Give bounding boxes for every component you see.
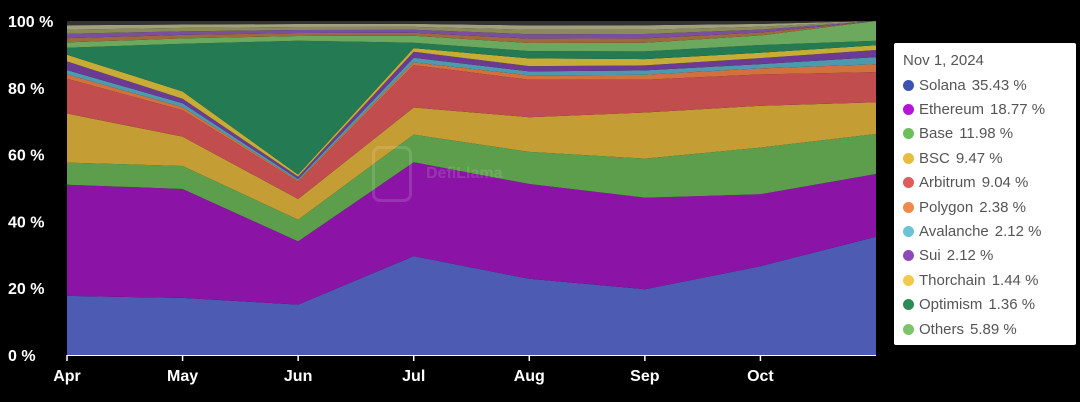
tooltip-series-value: 2.12 % — [994, 223, 1042, 241]
series-dot-icon — [903, 250, 914, 262]
series-dot-icon — [903, 274, 914, 286]
tooltip-rows: Solana 35.43 % Ethereum 18.77 % Base 11.98 % B… — [903, 73, 1076, 341]
tooltip-series-value: 5.89 % — [970, 320, 1017, 338]
tooltip-row: Polygon 2.38 % — [903, 195, 1076, 219]
tooltip-series-value: 2.12 % — [946, 247, 994, 265]
y-tick-label: 40 % — [8, 214, 44, 231]
area-solana — [67, 236, 876, 355]
tooltip-series-name: Base — [919, 125, 954, 143]
tooltip-series-name: Arbitrum — [919, 174, 976, 192]
x-tick-label: May — [167, 368, 198, 385]
defillama-watermark: DefiLlama — [372, 146, 502, 202]
tooltip-row: Thorchain 1.44 % — [903, 268, 1076, 292]
tooltip-series-value: 1.36 % — [988, 296, 1036, 314]
tooltip-series-name: Ethereum — [919, 101, 985, 119]
tooltip-row: Base 11.98 % — [903, 122, 1076, 146]
tooltip-series-name: Thorchain — [919, 271, 986, 289]
series-dot-icon — [903, 299, 914, 311]
series-dot-icon — [903, 79, 914, 91]
area-minor-chain — [67, 21, 876, 43]
series-dot-icon — [903, 152, 914, 164]
x-axis: Apr May Jun Jul Aug Sep Oct — [53, 355, 876, 385]
tooltip-series-value: 18.77 % — [990, 101, 1046, 119]
area-minor-chain — [67, 21, 876, 30]
tooltip-row: Solana 35.43 % — [903, 73, 1076, 97]
tooltip-series-value: 1.44 % — [991, 271, 1039, 289]
watermark-text: DefiLlama — [426, 165, 503, 182]
y-tick-label: 20 % — [8, 281, 44, 298]
x-tick-label: Aug — [514, 368, 545, 385]
area-bsc — [67, 102, 876, 220]
tooltip-row: Optimism 1.36 % — [903, 293, 1076, 317]
tooltip-series-value: 9.04 % — [981, 174, 1029, 192]
series-dot-icon — [903, 177, 914, 189]
tooltip-series-value: 35.43 % — [971, 76, 1027, 94]
x-tick-label: Sep — [630, 368, 660, 385]
tooltip-series-name: BSC — [919, 149, 950, 167]
area-minor-chain — [67, 21, 876, 35]
defillama-logo-icon — [372, 146, 412, 202]
area-others — [67, 21, 876, 52]
series-dot-icon — [903, 226, 914, 238]
tooltip-row: Ethereum 18.77 % — [903, 97, 1076, 121]
tooltip-series-value: 2.38 % — [979, 198, 1026, 216]
area-minor-chain — [67, 21, 876, 39]
tooltip-series-name: Optimism — [919, 296, 983, 314]
y-axis: 0 % 20 % 40 % 60 % 80 % 100 % — [8, 14, 53, 365]
tooltip-series-name: Solana — [919, 76, 966, 94]
x-tick-label: Jul — [402, 368, 425, 385]
area-minor-chain — [67, 21, 876, 26]
tooltip-series-name: Avalanche — [919, 223, 989, 241]
tooltip-row: Others 5.89 % — [903, 317, 1076, 341]
series-dot-icon — [903, 323, 914, 335]
area-ethereum — [67, 162, 876, 305]
y-tick-label: 60 % — [8, 148, 44, 165]
area-arbitrum — [67, 65, 876, 199]
tooltip-row: BSC 9.47 % — [903, 146, 1076, 170]
area-layers — [67, 21, 876, 355]
series-dot-icon — [903, 201, 914, 213]
x-tick-label: Jun — [284, 368, 312, 385]
y-tick-label: 80 % — [8, 81, 44, 98]
y-tick-label: 100 % — [8, 14, 53, 31]
chart-tooltip: Nov 1, 2024 Solana 35.43 % Ethereum 18.77 %… — [894, 43, 1076, 345]
tooltip-row: Sui 2.12 % — [903, 244, 1076, 268]
x-tick-label: Apr — [53, 368, 81, 385]
area-base — [67, 134, 876, 242]
tooltip-series-name: Polygon — [919, 198, 974, 216]
tooltip-series-name: Sui — [919, 247, 941, 265]
tooltip-series-value: 11.98 % — [959, 125, 1014, 143]
tooltip-row: Avalanche 2.12 % — [903, 219, 1076, 243]
x-tick-label: Oct — [747, 368, 774, 385]
tooltip-series-name: Others — [919, 320, 965, 338]
series-dot-icon — [903, 104, 914, 116]
y-tick-label: 0 % — [8, 348, 36, 365]
area-optimism — [67, 40, 876, 175]
tooltip-row: Arbitrum 9.04 % — [903, 171, 1076, 195]
series-dot-icon — [903, 128, 914, 140]
tooltip-date: Nov 1, 2024 — [903, 52, 984, 69]
tooltip-series-value: 9.47 % — [955, 149, 1003, 167]
